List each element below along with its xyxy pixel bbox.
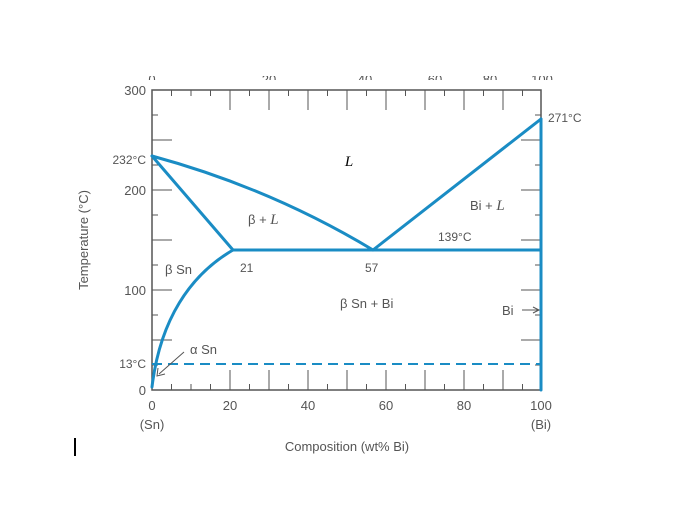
x-right-end-label: (Bi)	[531, 417, 551, 432]
y-tick-300: 300	[124, 83, 146, 98]
x-tick-20: 20	[223, 398, 237, 413]
region-liquid: L	[344, 154, 353, 170]
bi-melting-label: 271°C	[548, 111, 582, 125]
sn-transform-label: 13°C	[119, 357, 146, 371]
bi-arrow	[522, 306, 541, 314]
region-beta-l-italic: L	[269, 212, 278, 228]
top-tick-80: 80	[483, 72, 497, 87]
x-axis-title: Composition (wt% Bi)	[285, 439, 409, 454]
top-tick-100: 100	[531, 72, 553, 87]
x-tick-0: 0	[148, 398, 155, 413]
y-axis-title: Temperature (°C)	[76, 190, 91, 290]
region-beta-sn: β Sn	[165, 262, 192, 277]
top-tick-labels: 0 20 40 60 80 100	[148, 72, 553, 87]
top-tick-0: 0	[148, 72, 155, 87]
text-cursor	[74, 438, 76, 456]
liquidus-left	[150, 154, 375, 252]
liquidus-right	[371, 117, 543, 252]
point-57-label: 57	[365, 261, 379, 275]
x-left-end-label: (Sn)	[140, 417, 165, 432]
top-tick-60: 60	[428, 72, 442, 87]
solidus-left	[150, 154, 235, 252]
region-beta-l-prefix: β +	[248, 212, 270, 227]
y-right-axis-ticks	[521, 114, 541, 366]
top-tick-20: 20	[262, 72, 276, 87]
region-bi: Bi	[502, 303, 514, 318]
x-tick-40: 40	[301, 398, 315, 413]
x-tick-60: 60	[379, 398, 393, 413]
region-bi-l-prefix: Bi +	[470, 198, 496, 213]
eutectic-temp-label: 139°C	[438, 230, 472, 244]
point-21-label: 21	[240, 261, 254, 275]
x-tick-80: 80	[457, 398, 471, 413]
y-tick-100: 100	[124, 283, 146, 298]
sn-melting-label: 232°C	[113, 153, 147, 167]
y-axis-ticks	[152, 114, 172, 366]
y-tick-0: 0	[139, 383, 146, 398]
region-beta-sn-bi: β Sn + Bi	[340, 296, 393, 311]
region-beta-l: β + L	[248, 212, 279, 228]
x-top-axis-ticks	[171, 90, 523, 110]
alpha-sn-arrow	[156, 351, 185, 377]
x-tick-100: 100	[530, 398, 552, 413]
region-alpha-sn: α Sn	[190, 342, 217, 357]
top-tick-40: 40	[358, 72, 372, 87]
region-bi-l-italic: L	[495, 198, 504, 214]
x-axis-ticks	[171, 370, 523, 390]
region-bi-l: Bi + L	[470, 198, 505, 214]
y-tick-200: 200	[124, 183, 146, 198]
